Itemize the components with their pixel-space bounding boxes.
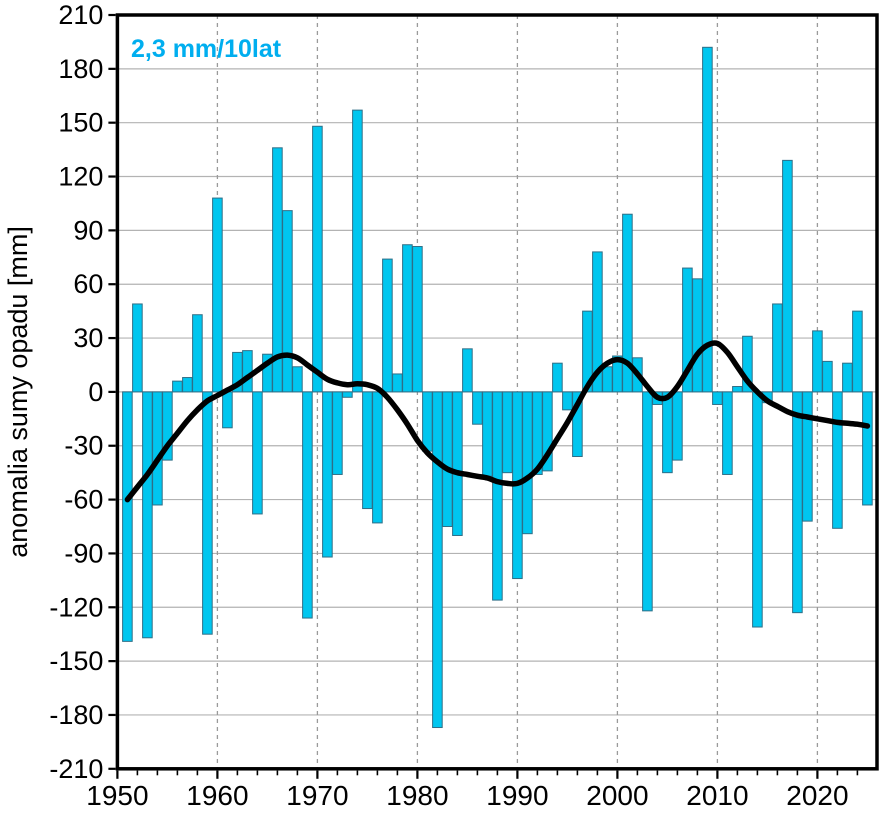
- y-tick-label--120: -120: [49, 592, 103, 622]
- bar-1986: [472, 391, 483, 425]
- x-tick-label-1950: 1950: [86, 780, 148, 811]
- bar-1976: [372, 391, 383, 524]
- x-tick-label-1970: 1970: [286, 780, 348, 811]
- y-axis-title: anomalia sumy opadu [mm]: [3, 226, 33, 558]
- y-tick-label-60: 60: [73, 269, 103, 299]
- bar-2020: [812, 330, 823, 393]
- y-tick-label--90: -90: [64, 538, 103, 568]
- bar-2008: [692, 278, 703, 393]
- bar-2006: [672, 391, 683, 461]
- y-tick-label-150: 150: [58, 108, 103, 138]
- bar-1961: [222, 391, 233, 429]
- bar-1952: [132, 303, 143, 393]
- bar-2018: [792, 391, 803, 614]
- bar-1984: [452, 391, 463, 536]
- bar-1970: [312, 125, 323, 393]
- plot-border: [115, 13, 879, 771]
- bar-1955: [162, 391, 173, 461]
- bar-1978: [392, 373, 403, 393]
- bar-1956: [172, 380, 183, 393]
- bar-1963: [242, 350, 253, 393]
- bar-1977: [382, 258, 393, 393]
- bar-1968: [292, 366, 303, 393]
- x-tick-label-1990: 1990: [486, 780, 548, 811]
- bar-1998: [592, 251, 603, 393]
- y-tick-label--30: -30: [64, 431, 103, 461]
- bar-1996: [572, 391, 583, 458]
- bar-1994: [552, 362, 563, 393]
- x-tick-label-2020: 2020: [786, 780, 848, 811]
- bar-1958: [192, 314, 203, 393]
- bar-2001: [622, 213, 633, 393]
- bar-1960: [212, 197, 223, 393]
- bars: [122, 46, 873, 729]
- y-tick-label--180: -180: [49, 700, 103, 730]
- y-tick-label--150: -150: [49, 646, 103, 676]
- bar-1957: [182, 377, 193, 393]
- trend-rate-annotation: 2,3 mm/10lat: [131, 35, 282, 63]
- bar-2021: [822, 360, 833, 393]
- bar-1995: [562, 391, 573, 411]
- y-tick-label-90: 90: [73, 215, 103, 245]
- bar-1981: [422, 391, 433, 452]
- bar-2013: [742, 335, 753, 393]
- bar-1974: [352, 109, 363, 393]
- x-axis: 1950 1960 1970 1980 1990 2000 2010 2020: [86, 770, 859, 811]
- bar-2025: [862, 391, 873, 506]
- bar-1953: [142, 391, 153, 639]
- bar-2016: [772, 303, 783, 393]
- y-tick-label-0: 0: [88, 377, 103, 407]
- bar-1982: [432, 391, 443, 729]
- bar-1979: [402, 244, 413, 393]
- bar-2014: [752, 391, 763, 628]
- bar-1951: [122, 391, 133, 642]
- bar-2010: [712, 391, 723, 405]
- bar-1991: [522, 391, 533, 535]
- y-tick-label--60: -60: [64, 485, 103, 515]
- bar-1999: [602, 366, 613, 393]
- bar-1964: [252, 391, 263, 515]
- bar-2005: [662, 391, 673, 474]
- bar-2011: [722, 391, 733, 475]
- bar-1959: [202, 391, 213, 635]
- bar-1973: [342, 391, 353, 398]
- bar-2017: [782, 159, 793, 393]
- bar-2009: [702, 46, 713, 393]
- bar-1988: [492, 391, 503, 601]
- x-tick-label-1980: 1980: [386, 780, 448, 811]
- bar-1975: [362, 391, 373, 510]
- bar-1971: [322, 391, 333, 558]
- bar-2024: [852, 310, 863, 393]
- bar-1983: [442, 391, 453, 528]
- bar-1985: [462, 348, 473, 393]
- bar-2003: [642, 391, 653, 612]
- y-tick-label--210: -210: [49, 754, 103, 784]
- bar-2022: [832, 391, 843, 529]
- trend-line: [124, 340, 871, 503]
- x-tick-label-2000: 2000: [586, 780, 648, 811]
- bar-1969: [302, 391, 313, 619]
- y-tick-label-210: 210: [58, 0, 103, 30]
- bar-2012: [732, 386, 743, 393]
- bar-1954: [152, 391, 163, 506]
- x-tick-label-2010: 2010: [686, 780, 748, 811]
- y-tick-label-30: 30: [73, 323, 103, 353]
- bar-1989: [502, 391, 513, 474]
- y-tick-label-120: 120: [58, 162, 103, 192]
- y-tick-label-180: 180: [58, 54, 103, 84]
- bar-1967: [282, 210, 293, 393]
- x-tick-label-1960: 1960: [186, 780, 248, 811]
- y-axis: -210 -180 -150 -120 -90 -60 -30 0 30 60 90 120 150 18…: [49, 0, 116, 784]
- bar-2019: [802, 391, 813, 522]
- bar-1987: [482, 391, 493, 477]
- bar-1980: [412, 246, 423, 393]
- bar-2023: [842, 362, 853, 393]
- bar-1993: [542, 391, 553, 472]
- bar-1972: [332, 391, 343, 475]
